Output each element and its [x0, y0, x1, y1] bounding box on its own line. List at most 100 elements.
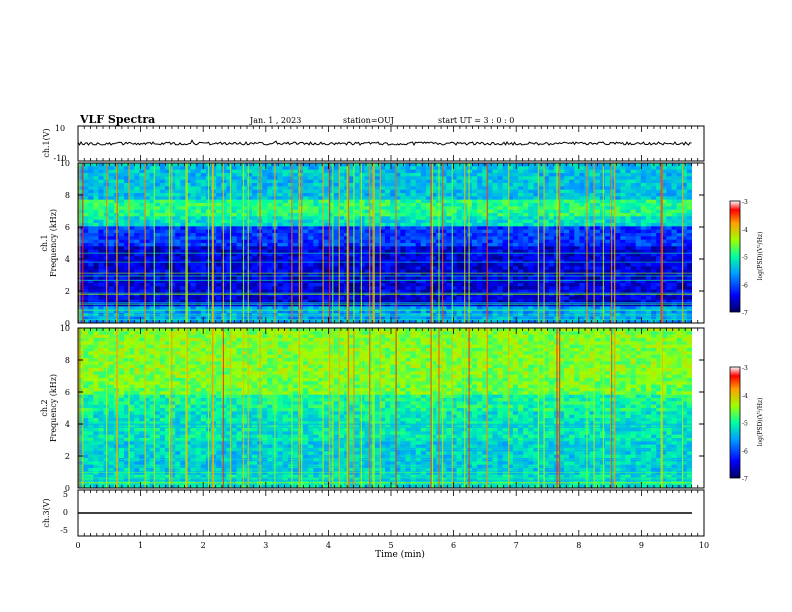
spectrogram-cell: [482, 293, 488, 297]
spectrogram-cell: [492, 259, 498, 264]
spectrogram-cell: [78, 279, 84, 284]
spectrogram-cell: [159, 286, 166, 290]
spectrogram-cell: [538, 166, 544, 170]
spectrogram-cell: [385, 206, 391, 210]
spectrogram-cell: [533, 249, 539, 254]
spectrogram-cell: [502, 286, 509, 290]
spectrogram-cell: [180, 306, 186, 310]
spectrogram-cell: [349, 273, 355, 277]
spectrogram-cell: [149, 299, 156, 304]
spectrogram-cell: [287, 266, 294, 270]
spectrogram-cell: [185, 256, 191, 260]
spectrogram-cell: [246, 173, 253, 177]
spectrogram-cell: [333, 253, 340, 257]
spectrogram-cell: [93, 249, 99, 254]
spectrogram-cell: [518, 279, 524, 284]
spectrogram-cell: [369, 316, 376, 320]
spectrogram-cell: [164, 256, 171, 260]
spectrogram-cell: [487, 263, 493, 267]
spectrogram-cell: [93, 179, 99, 184]
spectrogram-cell: [195, 216, 202, 220]
spectrogram-cell: [226, 169, 232, 174]
spectrogram-cell: [118, 189, 125, 194]
spectrogram-cell: [231, 229, 237, 234]
spectrogram-cell: [328, 233, 335, 237]
spectrogram-cell: [124, 216, 130, 220]
spectrogram-cell: [441, 199, 447, 204]
spectrogram-cell: [558, 276, 565, 280]
spectrogram-cell: [410, 266, 416, 270]
spectrogram-cell: [533, 283, 539, 287]
spectrogram-cell: [410, 286, 416, 290]
spectrogram-cell: [154, 183, 161, 187]
spectrogram-cell: [569, 293, 575, 297]
spectrogram-cell: [594, 223, 601, 227]
spectrogram-cell: [185, 239, 191, 244]
spectrogram-cell: [231, 269, 237, 274]
spectrogram-cell: [195, 253, 202, 257]
spectrogram-cell: [374, 163, 381, 167]
spectrogram-cell: [502, 293, 509, 297]
spectrogram-cell: [599, 259, 606, 264]
spectrogram-cell: [303, 186, 309, 190]
spectrogram-cell: [144, 249, 150, 254]
spectrogram-cell: [425, 253, 432, 257]
spectrogram-cell: [231, 293, 237, 297]
spectrogram-cell: [231, 203, 237, 207]
spectrogram-cell: [236, 246, 243, 250]
spectrogram-cell: [262, 216, 268, 220]
spectrogram-cell: [313, 253, 319, 257]
spectrogram-cell: [374, 189, 381, 194]
spectrogram-cell: [251, 269, 258, 274]
spectrogram-cell: [569, 199, 575, 204]
spectrogram-cell: [354, 176, 360, 180]
spectrogram-cell: [569, 206, 575, 210]
spectrogram-cell: [471, 176, 478, 180]
spectrogram-cell: [507, 286, 514, 290]
spectrogram-cell: [180, 223, 186, 227]
spectrogram-cell: [200, 189, 207, 194]
spectrogram-cell: [538, 203, 544, 207]
ch1-ytick-top: 10: [55, 124, 65, 133]
spectrogram-cell: [159, 239, 166, 244]
spectrogram-cell: [594, 276, 601, 280]
spectrogram-cell: [129, 209, 135, 214]
spectrogram-cell: [410, 306, 416, 310]
spectrogram-cell: [88, 183, 94, 187]
spectrogram-cell: [78, 249, 84, 254]
spectrogram-cell: [298, 226, 304, 230]
spectrogram-cell: [313, 269, 319, 274]
spectrogram-cell: [441, 266, 447, 270]
spectrogram-cell: [262, 266, 268, 270]
spectrogram-cell: [369, 179, 376, 184]
spectrogram-cell: [185, 236, 191, 240]
spectrogram-cell: [569, 303, 575, 307]
spectrogram-cell: [415, 299, 422, 304]
spectrogram-cell: [282, 239, 289, 244]
ch1-waveform-panel: 10 -10 ch.1(V): [42, 124, 705, 163]
spectrogram-cell: [226, 299, 232, 304]
spectrogram-cell: [241, 303, 248, 307]
spectrogram-cell: [277, 166, 283, 170]
spectrogram-cell: [548, 273, 555, 277]
spectrogram-cell: [108, 263, 115, 267]
spectrogram-cell: [512, 273, 519, 277]
spectrogram-cell: [605, 176, 611, 180]
spectrogram-cell: [405, 263, 411, 267]
spectrogram-cell: [180, 259, 186, 264]
spectrogram-cell: [548, 216, 555, 220]
spectrogram-cell: [487, 176, 493, 180]
spectrogram-cell: [518, 309, 524, 314]
spectrogram-cell: [477, 286, 483, 290]
spectrogram-cell: [251, 249, 258, 254]
spectrogram-cell: [246, 239, 253, 244]
spectrogram-cell: [518, 293, 524, 297]
spectrogram-cell: [246, 229, 253, 234]
spectrogram-cell: [313, 299, 319, 304]
spectrogram-cell: [328, 169, 335, 174]
spectrogram-cell: [313, 216, 319, 220]
spectrogram-cell: [405, 246, 411, 250]
spectrogram-cell: [589, 319, 596, 324]
spectrogram-cell: [492, 316, 498, 320]
spectrogram-cell: [170, 306, 176, 310]
